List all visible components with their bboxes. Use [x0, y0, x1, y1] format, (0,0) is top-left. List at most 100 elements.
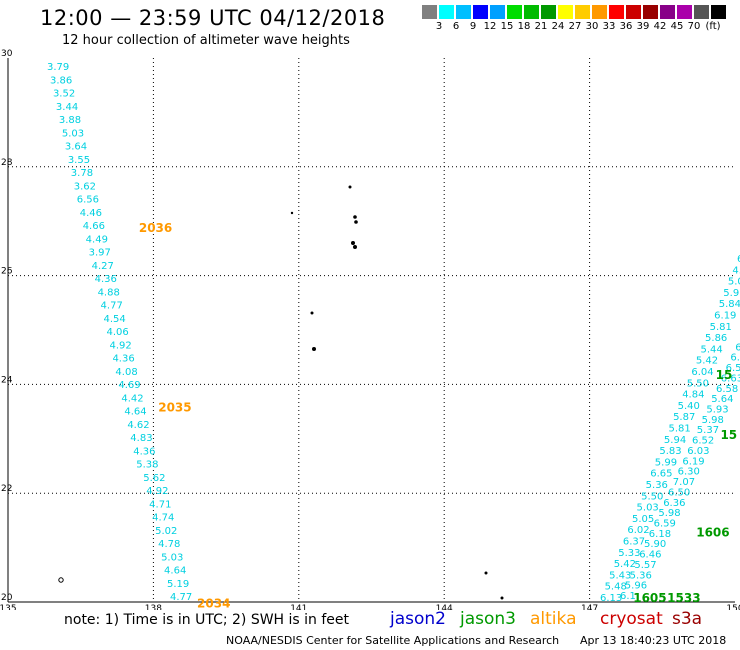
wave-height-value: 5.36: [630, 570, 652, 581]
pass-time-label: 2036: [139, 221, 172, 235]
wave-height-value: 6.1: [620, 591, 636, 602]
footer-note: note: 1) Time is in UTC; 2) SWH is in fe…: [64, 612, 350, 628]
legend-label: 33: [602, 21, 616, 32]
wave-height-value: 6.52: [692, 436, 714, 447]
map-subtitle: 12 hour collection of altimeter wave hei…: [62, 33, 350, 48]
lat-tick-label: 24: [1, 375, 13, 385]
wave-height-value: 5.33: [618, 548, 640, 559]
legend-label: 36: [619, 21, 633, 32]
legend-label: 27: [568, 21, 582, 32]
wave-height-value: 6.02: [627, 525, 649, 536]
wave-height-value: 6.46: [639, 550, 661, 561]
wave-height-value: 4.84: [682, 390, 704, 401]
wave-height-value: 6.19: [682, 456, 704, 467]
legend-swatch: [626, 5, 641, 19]
wave-height-value: 5.0: [728, 277, 740, 288]
legend-label: 45: [670, 21, 684, 32]
wave-height-value: 5.90: [644, 539, 666, 550]
pass-time-label: 15: [720, 428, 737, 442]
wave-height-value: 6.04: [691, 367, 713, 378]
wave-height-value: 5.9: [723, 288, 739, 299]
legend-swatch: [541, 5, 556, 19]
legend-swatch: [490, 5, 505, 19]
lat-tick-label: 22: [1, 484, 12, 494]
wave-height-value: 6.30: [678, 467, 700, 478]
wave-height-value: 5.64: [711, 394, 733, 405]
wave-height-value: 6.27: [730, 353, 740, 364]
lon-tick-label: 135: [0, 604, 17, 610]
wave-height-value: 5.94: [664, 435, 686, 446]
wave-height-value: 3.86: [50, 75, 72, 86]
legend-label: 12: [483, 21, 497, 32]
wave-height-value: 3.44: [56, 102, 78, 113]
map-title: 12:00 — 23:59 UTC 04/12/2018: [40, 6, 386, 30]
wave-height-value: 5.83: [659, 446, 681, 457]
wave-height-value: 3.64: [65, 142, 87, 153]
wave-height-value: 4.64: [124, 407, 146, 418]
wave-height-value: 4.54: [104, 314, 126, 325]
legend-label: 3: [435, 21, 443, 32]
lat-tick-label: 28: [1, 158, 13, 168]
pass-time-label: 15: [716, 368, 733, 382]
wave-height-value: 5.98: [658, 508, 680, 519]
wave-height-value: 5.03: [161, 552, 183, 563]
wave-height-value: 5.50: [641, 491, 663, 502]
legend-swatch: [694, 5, 709, 19]
lon-tick-label: 144: [436, 604, 453, 610]
wave-height-value: 4.49: [86, 234, 108, 245]
satellite-jason3-label: jason3: [460, 609, 516, 629]
wave-height-value: 4.78: [158, 539, 180, 550]
wave-height-value: 6.13: [600, 593, 622, 604]
legend-swatch: [524, 5, 539, 19]
legend-swatch: [507, 5, 522, 19]
wave-height-value: 4.42: [121, 393, 143, 404]
wave-height-value: 5.98: [702, 415, 724, 426]
wave-height-value: 5.81: [710, 322, 732, 333]
island-mark: [500, 596, 504, 600]
legend-label: 39: [636, 21, 650, 32]
satellite-cryosat-label: cryosat: [600, 609, 663, 629]
pass-time-label: 1606: [696, 526, 729, 540]
wave-height-value: 4.36: [112, 354, 134, 365]
wave-height-value: 4.66: [83, 221, 105, 232]
legend-swatch: [609, 5, 624, 19]
wave-height-value: 5.40: [678, 401, 700, 412]
wave-height-value: 5.86: [705, 333, 727, 344]
island-mark: [353, 215, 357, 219]
wave-height-value: 5.87: [673, 412, 695, 423]
wave-height-value: 4.88: [98, 287, 120, 298]
island-mark: [484, 571, 488, 575]
island-mark: [351, 241, 355, 245]
wave-height-value: 5.19: [167, 579, 189, 590]
wave-height-value: 4.77: [170, 592, 192, 603]
legend-label: 42: [653, 21, 667, 32]
wave-height-value: 4.46: [80, 208, 102, 219]
wave-height-value: 3.78: [71, 168, 93, 179]
legend-swatch: [660, 5, 675, 19]
island-mark: [312, 347, 316, 351]
wave-height-value: 6.58: [716, 384, 738, 395]
pass-time-label: 1605: [633, 591, 666, 605]
credit-line: NOAA/NESDIS Center for Satellite Applica…: [226, 634, 560, 647]
wave-height-value: 4.92: [109, 340, 131, 351]
island-mark: [353, 245, 357, 249]
wave-height-value: 5.42: [614, 559, 636, 570]
pass-time-label: 1533: [667, 591, 700, 605]
wave-height-value: 4.27: [92, 261, 114, 272]
wave-height-value: 6.19: [714, 311, 736, 322]
wave-height-value: 7.07: [673, 477, 695, 488]
wave-height-value: 5.03: [62, 128, 84, 139]
island-mark: [290, 211, 294, 215]
wave-height-value: 4.06: [107, 327, 129, 338]
legend-swatch: [677, 5, 692, 19]
wave-height-value: 5.42: [696, 356, 718, 367]
wave-height-value: 6.65: [650, 469, 672, 480]
wave-height-value: 3.52: [53, 89, 75, 100]
wave-height-value: 5.93: [706, 405, 728, 416]
wave-height-value: 3.62: [74, 181, 96, 192]
wave-height-value: 5.57: [634, 560, 656, 571]
wave-height-value: 5.48: [605, 582, 627, 593]
pass-time-label: 2035: [158, 401, 191, 415]
legend-swatch: [558, 5, 573, 19]
wave-height-value: 4.92: [146, 486, 168, 497]
